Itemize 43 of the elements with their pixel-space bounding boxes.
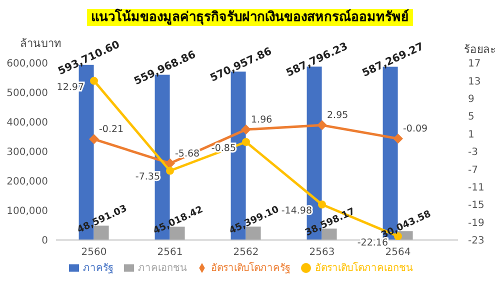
legend-label: อัตราเติบโตภาครัฐ <box>211 263 291 274</box>
y2-tick-label: -3 <box>468 147 478 158</box>
y2-tick-label: 13 <box>468 76 481 88</box>
legend-label: ภาครัฐ <box>83 263 114 274</box>
point <box>317 120 327 130</box>
y-tick-label: 500,000 <box>6 88 48 100</box>
y-tick-label: 300,000 <box>6 147 48 158</box>
y2-tick-label: -23 <box>468 236 484 247</box>
chart-title: แนวโน้มของมูลค่าธุรกิจรับฝากเงินของสหกรณ์ออมทรัพย์ <box>87 9 413 26</box>
y-tick-label: 600,000 <box>6 58 48 70</box>
point <box>90 76 98 85</box>
y2-tick-label: -11 <box>468 182 484 194</box>
y-axis-title: ล้านบาท <box>20 36 61 50</box>
y2-axis-title: ร้อยละ <box>464 42 496 58</box>
data-label: 1.96 <box>251 114 272 126</box>
point <box>89 134 99 144</box>
point <box>165 158 175 168</box>
point <box>242 138 250 146</box>
y-tick-label: 200,000 <box>6 176 48 188</box>
y2-tick-label: -7 <box>468 164 478 176</box>
data-label: -0.21 <box>99 124 124 136</box>
y-tick-label: 0 <box>42 236 48 247</box>
y2-tick-label: -19 <box>468 218 484 229</box>
x-tick-label: 2564 <box>385 247 411 258</box>
y2-tick-label: 17 <box>468 58 481 70</box>
x-tick-label: 2561 <box>157 247 183 258</box>
y2-tick-label: -15 <box>468 200 484 212</box>
point <box>166 166 174 175</box>
x-tick-label: 2562 <box>233 247 259 258</box>
point <box>241 124 251 135</box>
x-tick-label: 2563 <box>309 247 335 258</box>
y2-tick-label: 9 <box>468 94 474 105</box>
legend-label: ภาคเอกชน <box>138 263 187 274</box>
point <box>393 134 403 144</box>
y2-tick-label: 5 <box>468 112 474 123</box>
data-label: -0.09 <box>403 124 428 135</box>
data-label: -22.16 <box>357 237 388 248</box>
y2-tick-label: 1 <box>468 129 474 140</box>
y-tick-label: 100,000 <box>6 206 48 218</box>
data-label: 2.95 <box>327 110 348 122</box>
x-tick-label: 2560 <box>81 247 107 258</box>
legend-label: อัตราเติบโตภาคเอกชน <box>315 263 413 274</box>
y-tick-label: 400,000 <box>6 118 48 129</box>
